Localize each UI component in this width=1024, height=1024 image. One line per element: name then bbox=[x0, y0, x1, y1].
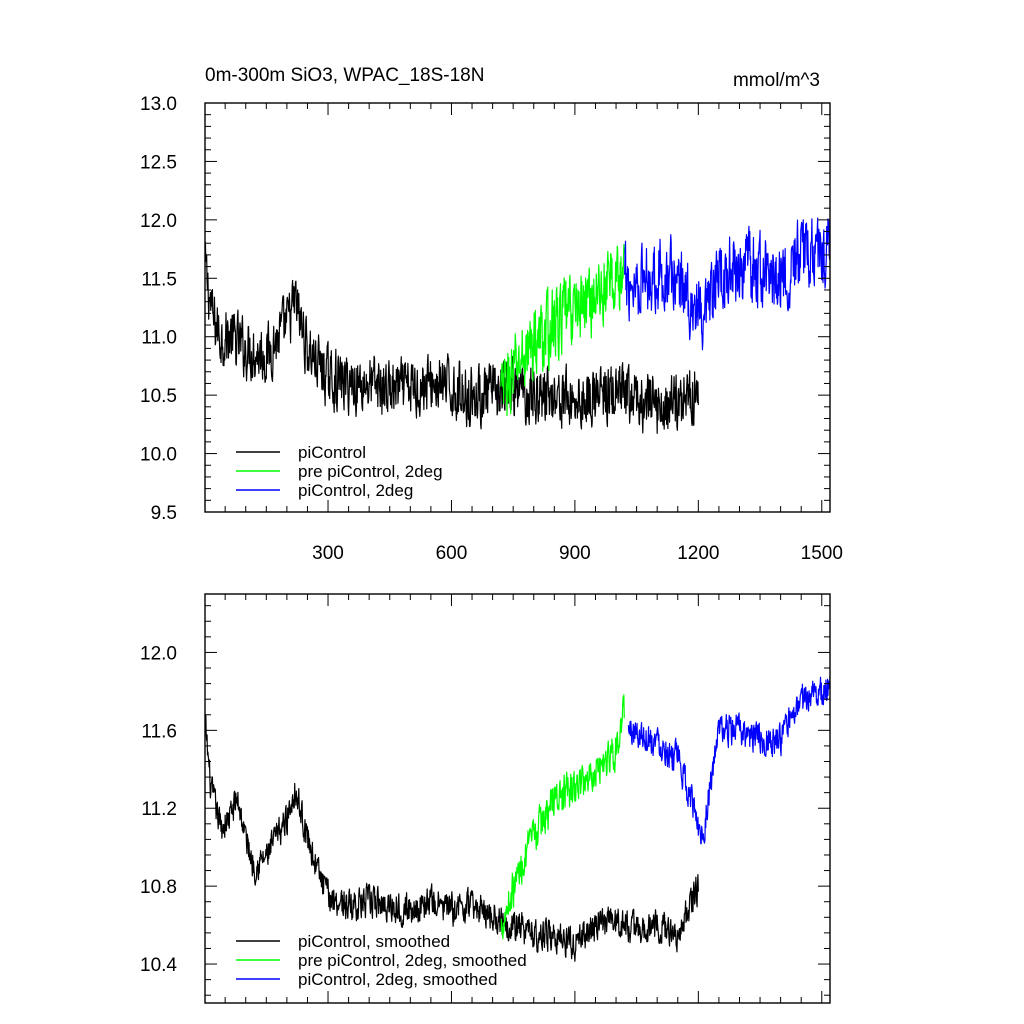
x-tick-label: 1500 bbox=[801, 543, 843, 564]
y-tick-label: 10.8 bbox=[140, 877, 177, 898]
x-tick-label: 300 bbox=[312, 543, 344, 564]
series-line-1 bbox=[205, 714, 699, 962]
legend-label-1: piControl bbox=[298, 443, 366, 462]
y-tick-label: 9.5 bbox=[151, 503, 177, 524]
series-line-1 bbox=[205, 241, 699, 434]
legend-label-3: piControl, 2deg bbox=[298, 481, 413, 500]
legend-label-1: piControl, smoothed bbox=[298, 932, 450, 951]
y-tick-label: 11.0 bbox=[141, 328, 177, 349]
units-label: mmol/m^3 bbox=[733, 70, 820, 91]
plot-frame bbox=[204, 102, 831, 513]
y-tick-label: 12.0 bbox=[140, 643, 177, 664]
y-tick-label: 12.0 bbox=[140, 211, 177, 232]
legend-label-2: pre piControl, 2deg bbox=[298, 462, 443, 481]
series-line-2 bbox=[500, 694, 625, 940]
series-line-3 bbox=[627, 675, 830, 845]
plot-title: 0m-300m SiO3, WPAC_18S-18N bbox=[205, 65, 484, 86]
plot-frame bbox=[204, 593, 831, 1004]
x-tick-label: 600 bbox=[436, 543, 468, 564]
y-tick-label: 13.0 bbox=[140, 94, 177, 115]
y-tick-label: 10.5 bbox=[140, 386, 177, 407]
x-tick-label: 900 bbox=[559, 543, 591, 564]
legend-label-2: pre piControl, 2deg, smoothed bbox=[298, 951, 527, 970]
y-tick-label: 11.6 bbox=[141, 721, 177, 742]
y-tick-label: 11.5 bbox=[141, 269, 177, 290]
y-tick-label: 10.0 bbox=[140, 445, 177, 466]
legend-label-3: piControl, 2deg, smoothed bbox=[298, 970, 497, 989]
y-tick-label: 12.5 bbox=[140, 152, 177, 173]
x-tick-label: 1200 bbox=[677, 543, 719, 564]
y-tick-label: 10.4 bbox=[140, 955, 177, 976]
y-tick-label: 11.2 bbox=[141, 799, 177, 820]
series-line-3 bbox=[623, 217, 830, 351]
top-panel: 9.5 10.0 10.5 11.0 11.5 12.0 12.5 13.0 300 600 900… bbox=[140, 94, 843, 564]
series-line-2 bbox=[500, 243, 625, 417]
